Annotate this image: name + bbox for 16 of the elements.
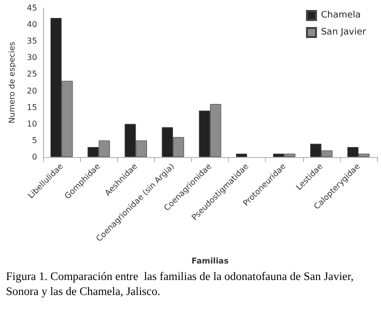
y-tick-label: 30 [26,53,38,62]
y-tick-label: 10 [26,119,38,128]
text: Figura 1. Comparación entre las familias de la odonatofauna de San Javier, Sonora y las de Chamela, Jalisco. [6,270,355,300]
y-tick-label: 0 [32,152,38,162]
y-tick-label: 20 [26,86,38,96]
y-tick-label: 5 [32,136,38,145]
y-tick-label: 15 [26,102,38,112]
y-axis-title: Numero de especies [8,42,16,124]
y-tick-label: 40 [26,20,38,30]
bar [236,154,248,157]
legend-label: Chamela [320,10,361,20]
y-tick-label: 45 [26,4,38,12]
y-tick-label: 25 [26,70,38,79]
y-tick-label: 35 [26,36,38,46]
legend-label: San Javier [320,28,366,38]
x-axis-title: Familias [191,256,229,266]
